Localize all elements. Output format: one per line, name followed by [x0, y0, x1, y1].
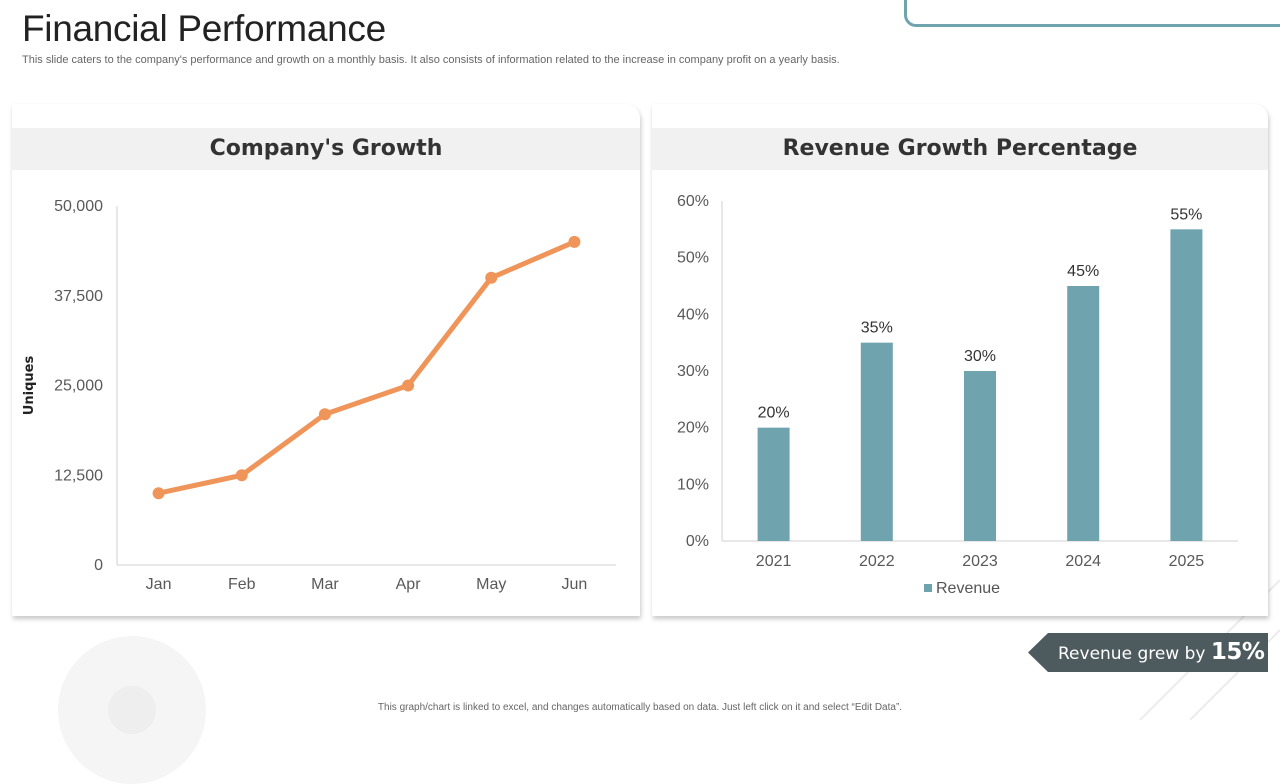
revenue-growth-chart[interactable]: 0% 10% 20% 30% 40% 50% 60% 2021 2022 2023 2024 2025… [0, 0, 1280, 720]
bar-revenue [1067, 286, 1100, 541]
y-tick-label: 0 [94, 557, 103, 574]
bar-revenue [860, 342, 893, 541]
revenue-growth-title: Revenue Growth Percentage [652, 128, 1268, 170]
y-axis-label: Uniques [22, 356, 37, 416]
x-tick-label: Jun [562, 576, 588, 593]
callout-prefix: Revenue grew by [1058, 644, 1211, 664]
x-tick-label: 2023 [962, 553, 998, 570]
y-tick-label: 40% [677, 306, 709, 323]
x-tick-label: Feb [228, 576, 256, 593]
data-point [485, 271, 498, 284]
bar-revenue [964, 371, 996, 541]
legend-label: Revenue [936, 580, 1001, 597]
data-label: 45% [1067, 263, 1099, 280]
data-point [568, 235, 581, 248]
series-line-uniques [156, 239, 577, 496]
callout-text: Revenue grew by 15% [1058, 633, 1265, 672]
page-title: Financial Performance [22, 8, 386, 49]
x-tick-label: 2025 [1169, 553, 1205, 570]
y-tick-label: 60% [677, 193, 709, 210]
y-tick-label: 12,500 [54, 467, 103, 484]
data-point [318, 408, 331, 421]
data-label: 35% [861, 320, 893, 337]
y-tick-label: 30% [677, 363, 709, 380]
bar-chart-legend: Revenue [924, 580, 1000, 598]
callout-banner [1028, 633, 1268, 672]
company-growth-title: Company's Growth [12, 128, 640, 170]
y-tick-label: 0% [686, 533, 709, 550]
data-label: 20% [758, 405, 790, 422]
page-subtitle: This slide caters to the company's perfo… [22, 54, 840, 66]
revenue-growth-card: Revenue Growth Percentage [652, 104, 1268, 616]
x-tick-label: 2022 [859, 553, 895, 570]
data-point [402, 379, 415, 392]
legend-swatch [924, 583, 932, 592]
y-tick-label: 10% [677, 476, 709, 493]
company-growth-chart[interactable]: 0 12,500 25,000 37,500 50,000 Jan Feb Mar Apr May… [0, 0, 1280, 720]
x-tick-label: Jan [146, 576, 172, 593]
x-tick-label: May [476, 576, 506, 593]
y-tick-label: 50,000 [54, 198, 103, 215]
y-tick-label: 37,500 [54, 288, 103, 305]
x-tick-label: 2021 [756, 553, 792, 570]
decorative-frame [904, 0, 1280, 27]
data-point [235, 469, 248, 482]
x-tick-label: 2024 [1065, 553, 1101, 570]
footer-note: This graph/chart is linked to excel, and… [377, 702, 903, 713]
y-tick-label: 20% [677, 420, 709, 437]
bar-revenue [757, 427, 790, 541]
x-tick-label: Mar [311, 576, 339, 593]
x-tick-label: Apr [396, 576, 422, 593]
y-tick-label: 50% [677, 250, 709, 267]
data-point [152, 487, 165, 500]
y-tick-label: 25,000 [54, 378, 103, 395]
bar-revenue [1170, 229, 1203, 542]
data-label: 55% [1170, 206, 1202, 223]
callout-value: 15% [1210, 639, 1265, 665]
data-label: 30% [964, 348, 996, 365]
